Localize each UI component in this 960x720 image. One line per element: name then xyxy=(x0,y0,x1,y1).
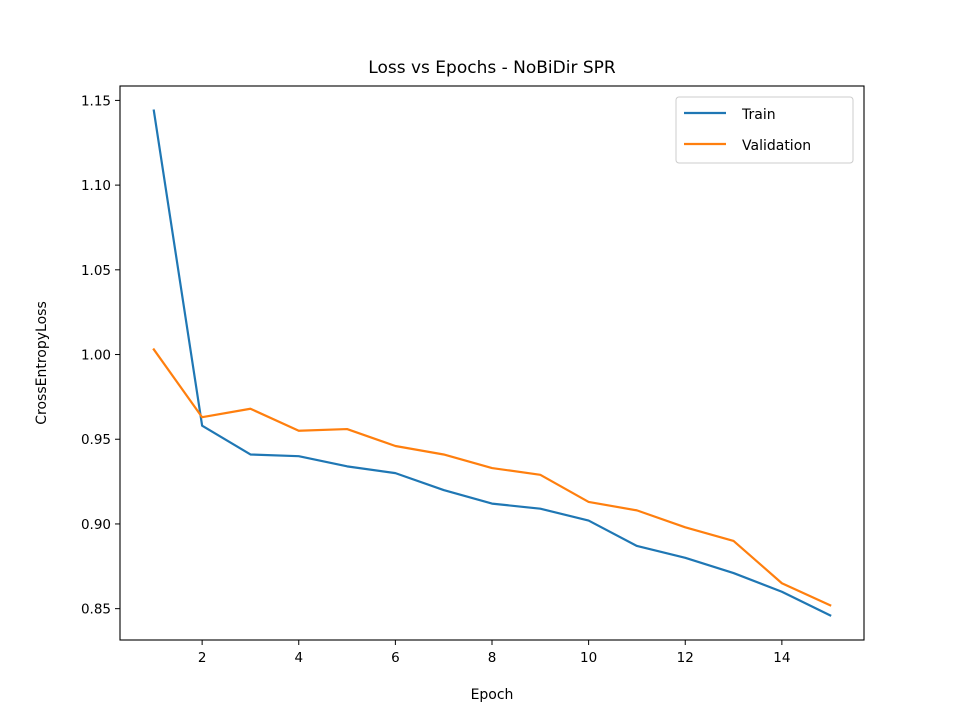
legend: Train Validation xyxy=(675,96,854,164)
y-axis-label: CrossEntropyLoss xyxy=(34,301,50,424)
y-axis-ticks: 0.85 0.90 0.95 1.00 1.05 1.10 1.15 xyxy=(81,93,120,618)
legend-label-validation: Validation xyxy=(742,138,811,154)
x-tick-label: 8 xyxy=(488,650,497,666)
y-tick-label: 1.05 xyxy=(81,263,111,279)
x-tick-label: 6 xyxy=(391,650,400,666)
y-tick-label: 1.00 xyxy=(81,348,111,364)
y-tick-label: 0.85 xyxy=(81,602,111,618)
x-tick-label: 12 xyxy=(677,650,694,666)
series-line-validation xyxy=(152,347,832,607)
y-tick-label: 1.15 xyxy=(81,93,111,109)
x-axis-ticks: 2 4 6 8 10 12 14 xyxy=(198,640,790,666)
y-tick-label: 1.10 xyxy=(81,178,111,194)
series-layer xyxy=(152,109,832,617)
x-tick-label: 10 xyxy=(580,650,597,666)
legend-entries: Train Validation xyxy=(684,107,811,154)
x-axis-label: Epoch xyxy=(471,687,514,703)
series-line-train xyxy=(152,109,832,617)
chart-title: Loss vs Epochs - NoBiDir SPR xyxy=(368,58,616,78)
y-tick-label: 0.95 xyxy=(81,432,111,448)
y-tick-label: 0.90 xyxy=(81,517,111,533)
x-tick-label: 4 xyxy=(294,650,303,666)
legend-label-train: Train xyxy=(741,107,776,123)
x-tick-label: 2 xyxy=(198,650,207,666)
x-tick-label: 14 xyxy=(773,650,790,666)
